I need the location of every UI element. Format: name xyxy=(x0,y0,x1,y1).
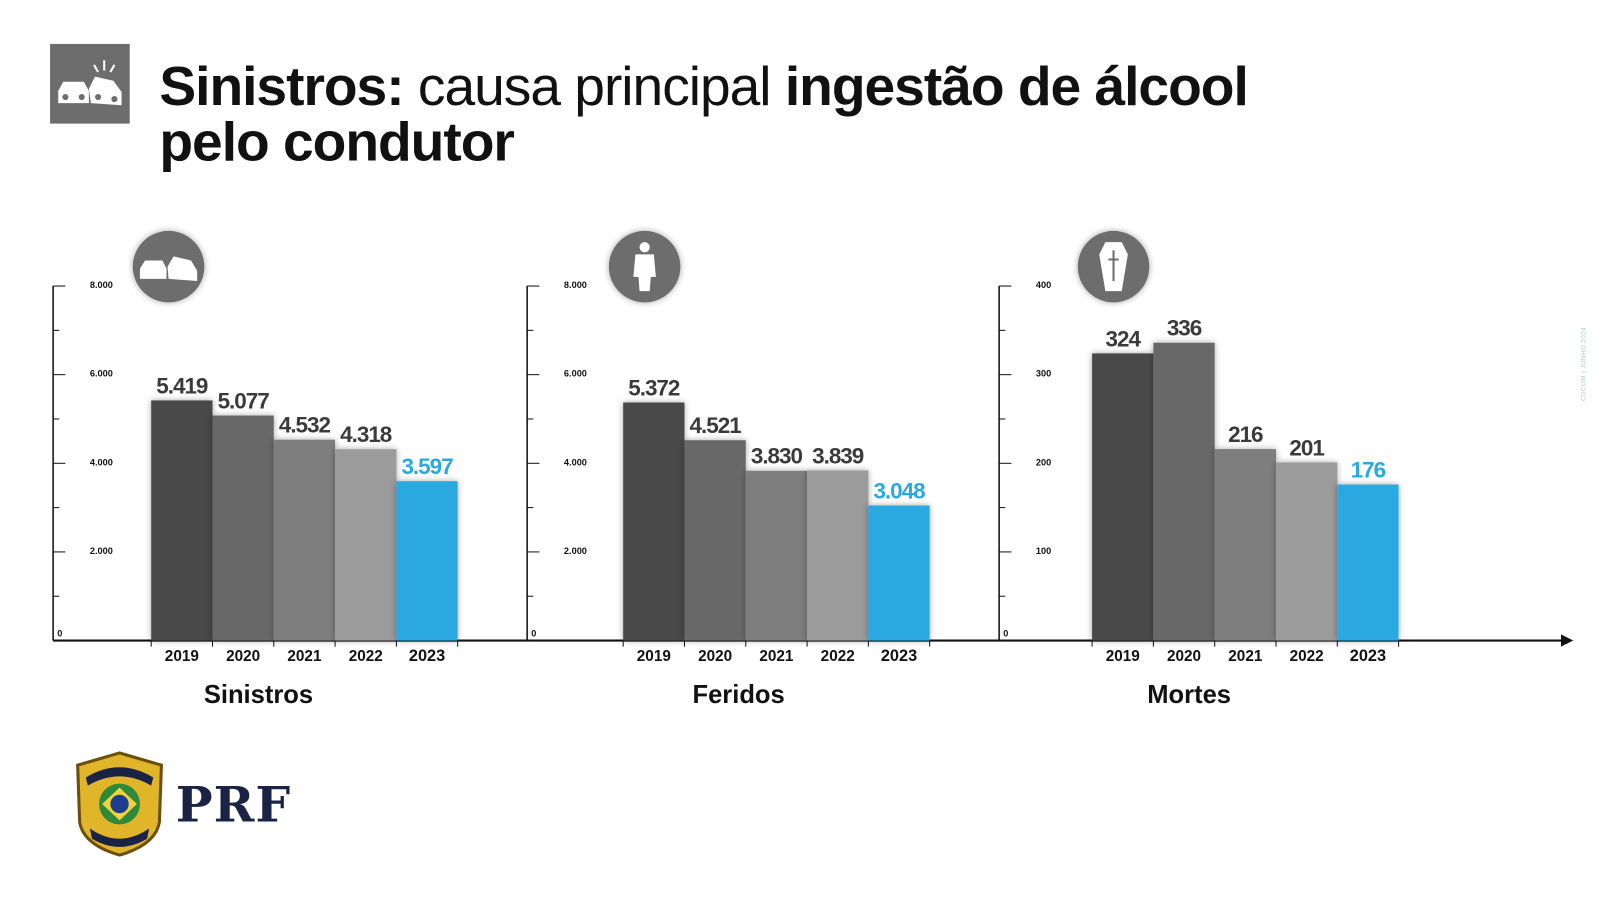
bar-2019 xyxy=(1092,353,1154,641)
cross-shape xyxy=(1108,250,1119,281)
value-label-2022: 4.318 xyxy=(340,422,392,447)
value-label-2019: 5.372 xyxy=(628,375,680,400)
body-shape xyxy=(633,254,656,292)
y-tick-label: 2.000 xyxy=(564,546,587,556)
category-label-2020: 2020 xyxy=(226,648,260,665)
value-label-2020: 4.521 xyxy=(690,413,742,438)
y-tick-label: 8.000 xyxy=(564,280,587,290)
injured-person-icon xyxy=(608,230,681,303)
value-label-2023: 176 xyxy=(1351,457,1386,482)
category-label-2023: 2023 xyxy=(409,647,445,665)
value-label-2021: 216 xyxy=(1228,422,1263,447)
bar-2019 xyxy=(151,400,213,641)
bar-2023 xyxy=(868,505,930,641)
bar-2023 xyxy=(1337,484,1399,641)
bar-2019 xyxy=(623,402,685,641)
bar-2020 xyxy=(684,440,746,641)
x-axis-arrow-icon xyxy=(1561,634,1574,647)
value-label-2020: 5.077 xyxy=(218,388,270,413)
chart-sinistros: 0 2.000 4.000 6.000 8.000 5.419 2019 5.077 2020 4… xyxy=(52,230,459,709)
y-tick-label: 8.000 xyxy=(90,280,113,290)
category-label-2022: 2022 xyxy=(1290,648,1324,665)
bar-2023 xyxy=(396,481,458,641)
category-label-2021: 2021 xyxy=(759,648,794,665)
coffin-icon xyxy=(1077,230,1150,303)
prf-badge-logo xyxy=(74,751,166,862)
y-tick-label: 200 xyxy=(1036,457,1051,467)
category-label-2021: 2021 xyxy=(1228,648,1263,665)
value-label-2022: 3.839 xyxy=(812,443,864,468)
category-label-2021: 2021 xyxy=(287,648,322,665)
chart-feridos: 0 2.000 4.000 6.000 8.000 5.372 2019 4.521 2020 3… xyxy=(526,230,931,709)
y-tick-label: 0 xyxy=(1003,628,1008,638)
y-tick-label: 6.000 xyxy=(564,369,587,379)
value-label-2022: 201 xyxy=(1289,435,1324,460)
bar-2021 xyxy=(745,470,808,641)
bar-2021 xyxy=(1214,449,1276,641)
y-tick-label: 2.000 xyxy=(90,546,113,556)
head-shape xyxy=(639,242,650,253)
category-label-2019: 2019 xyxy=(637,648,671,665)
bar-2021 xyxy=(273,439,336,641)
prf-wordmark: PRF xyxy=(175,776,292,834)
category-label-2022: 2022 xyxy=(349,648,383,665)
y-tick-label: 400 xyxy=(1036,280,1051,290)
bar-charts: 0 2.000 4.000 6.000 8.000 5.419 2019 5.077 2020 4… xyxy=(52,230,1574,709)
category-label-2023: 2023 xyxy=(1350,647,1386,665)
y-tick-label: 0 xyxy=(57,628,62,638)
bar-2020 xyxy=(212,415,274,641)
value-label-2023: 3.597 xyxy=(401,454,453,479)
category-label-2020: 2020 xyxy=(1167,648,1201,665)
chart-title: Sinistros xyxy=(204,681,313,709)
chart-title: Mortes xyxy=(1147,681,1231,709)
category-label-2023: 2023 xyxy=(881,647,917,665)
chart-mortes: 0 100 200 300 400 324 2019 336 2020 216 2021 201 202… xyxy=(998,230,1400,709)
value-label-2020: 336 xyxy=(1167,316,1202,341)
y-tick-label: 6.000 xyxy=(90,369,113,379)
category-label-2019: 2019 xyxy=(165,648,199,665)
category-label-2022: 2022 xyxy=(821,648,855,665)
bar-2022 xyxy=(335,449,397,641)
y-tick-label: 100 xyxy=(1036,546,1051,556)
credit-text: CGCOM | JUNHO 2024 xyxy=(1581,326,1588,402)
category-label-2020: 2020 xyxy=(698,648,732,665)
title-light: causa principal xyxy=(403,56,785,118)
bar-2022 xyxy=(807,470,869,641)
title-line2: pelo condutor xyxy=(159,111,514,173)
value-label-2021: 3.830 xyxy=(751,444,803,469)
title-bold-2: ingestão de álcool xyxy=(784,56,1249,118)
y-tick-label: 4.000 xyxy=(90,457,113,467)
value-label-2019: 5.419 xyxy=(156,373,208,398)
category-label-2019: 2019 xyxy=(1106,648,1140,665)
car-shape xyxy=(167,256,198,281)
page-title: Sinistros: causa principal ingestão de á… xyxy=(159,56,1249,173)
value-label-2023: 3.048 xyxy=(873,478,925,503)
y-tick-label: 300 xyxy=(1036,369,1051,379)
car-crash-icon xyxy=(50,43,130,124)
bar-2022 xyxy=(1275,462,1338,641)
car-shape xyxy=(139,260,167,279)
bar-2020 xyxy=(1153,342,1215,641)
chart-title: Feridos xyxy=(693,681,785,709)
y-tick-label: 0 xyxy=(531,628,536,638)
title-bold-1: Sinistros: xyxy=(159,56,404,118)
value-label-2021: 4.532 xyxy=(279,413,331,438)
y-tick-label: 4.000 xyxy=(564,457,587,467)
value-label-2019: 324 xyxy=(1106,326,1142,351)
car-crash-icon xyxy=(132,230,205,303)
